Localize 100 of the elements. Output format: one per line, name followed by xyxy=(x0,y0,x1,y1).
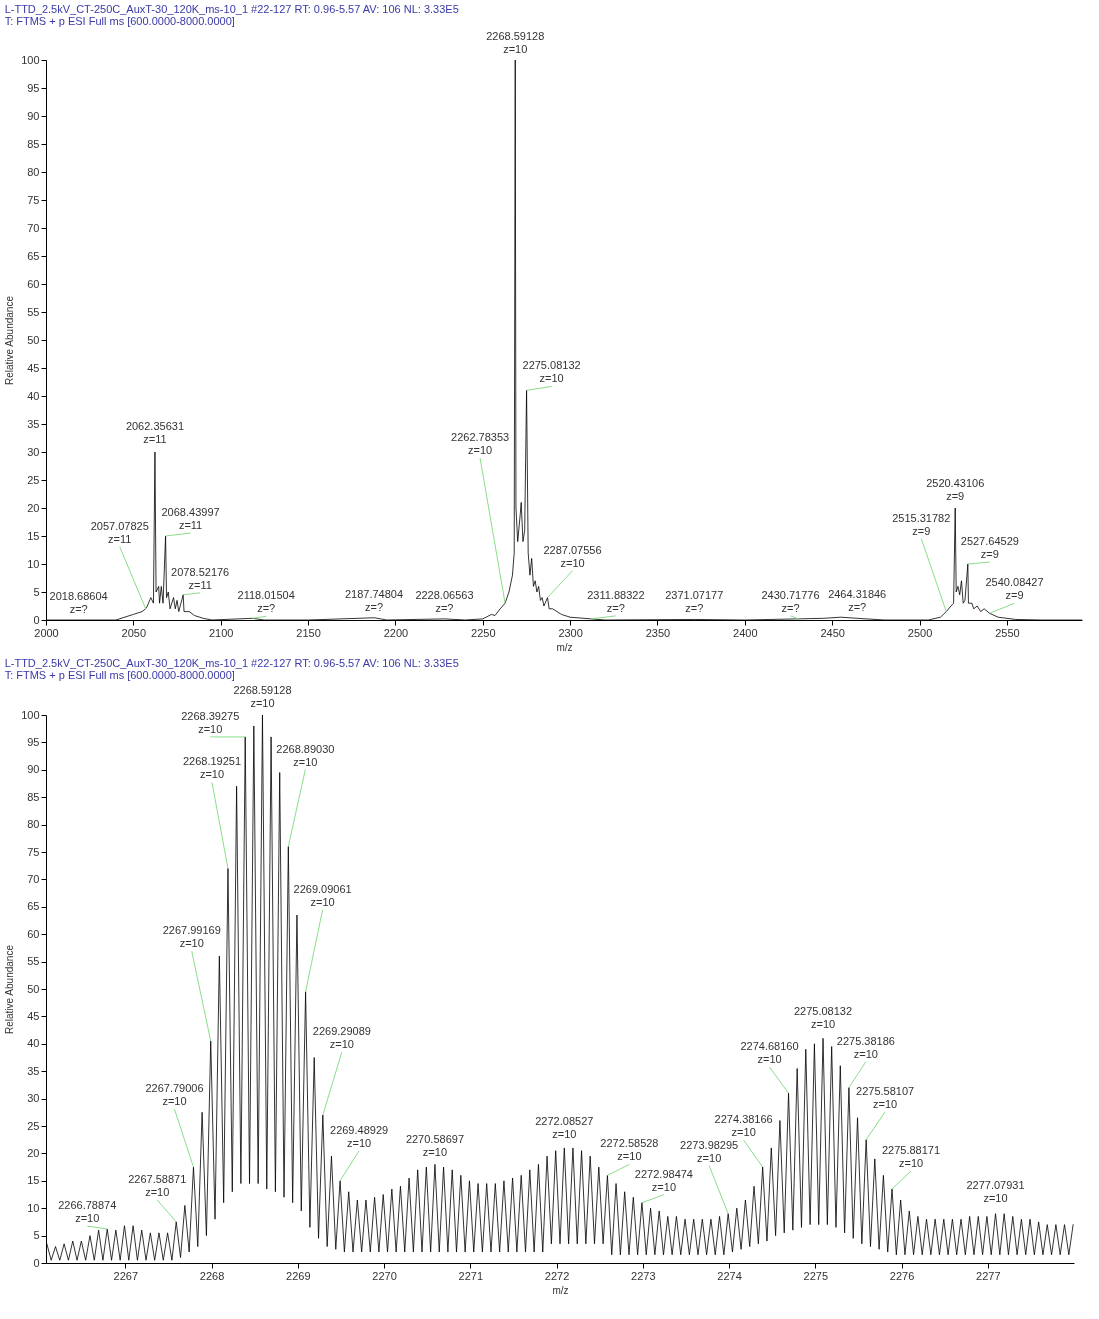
annotation: 2228.06563 z=? xyxy=(415,588,474,614)
y-tick-label: 10 xyxy=(27,557,40,570)
y-tick-label: 60 xyxy=(27,277,40,290)
annotation: 2266.78874 z=10 xyxy=(58,1199,117,1225)
x-tick-label: 2275 xyxy=(803,1269,829,1282)
annotation: 2272.98474 z=10 xyxy=(634,1167,693,1193)
y-tick-label: 35 xyxy=(27,1064,40,1077)
annotation: 2268.19251 z=10 xyxy=(182,755,242,781)
annotation: 2464.31846 z=? xyxy=(828,588,887,614)
annotation: 2268.59128 z=10 xyxy=(233,684,292,709)
annotation: 2268.39275 z=10 xyxy=(181,709,240,735)
annotation: 2269.09061 z=10 xyxy=(293,882,352,908)
annotation: 2275.08132 z=10 xyxy=(793,1005,853,1031)
x-tick-label: 2000 xyxy=(34,626,59,639)
annotation: 2270.58697 z=10 xyxy=(405,1133,465,1159)
annotation: 2068.43997 z=11 xyxy=(161,506,220,531)
y-tick-label: 45 xyxy=(27,361,40,374)
x-tick-label: 2269 xyxy=(286,1269,311,1282)
annotation: 2275.08132 z=10 xyxy=(522,359,581,385)
annotation: 2371.07177 z=? xyxy=(665,589,724,615)
y-tick-label: 85 xyxy=(27,790,40,803)
y-tick-label: 70 xyxy=(27,221,40,234)
y-tick-label: 90 xyxy=(27,763,40,776)
x-tick-label: 2277 xyxy=(976,1269,1001,1282)
y-tick-label: 15 xyxy=(27,529,40,542)
chart-subtitle: T: FTMS + p ESI Full ms [600.0000-8000.0000] xyxy=(4,669,235,681)
x-tick-label: 2273 xyxy=(631,1269,656,1282)
y-tick-label: 20 xyxy=(27,501,40,514)
annotation: 2267.99169 z=10 xyxy=(162,924,221,950)
y-tick-label: 80 xyxy=(27,165,40,178)
annotation: 2430.71776 z=? xyxy=(761,588,820,614)
y-tick-label: 50 xyxy=(27,333,40,346)
x-tick-label: 2550 xyxy=(995,626,1020,639)
y-tick-label: 75 xyxy=(27,845,40,858)
annotation: 2272.08527 z=10 xyxy=(535,1114,594,1140)
annotation: 2515.31782 z=9 xyxy=(892,511,951,537)
y-tick-label: 90 xyxy=(27,109,40,122)
x-axis-title: m/z xyxy=(552,1284,569,1296)
y-tick-label: 85 xyxy=(27,137,40,150)
y-tick-label: 45 xyxy=(27,1009,40,1022)
x-tick-label: 2267 xyxy=(113,1269,139,1282)
annotation: 2311.88322 z=? xyxy=(587,588,645,614)
annotation: 2269.29089 z=10 xyxy=(312,1025,371,1051)
y-tick-label: 60 xyxy=(27,927,40,940)
annotation: 2268.59128 z=10 xyxy=(486,30,545,55)
annotation: 2018.68604 z=? xyxy=(49,590,108,615)
y-axis-title: Relative Abundance xyxy=(4,295,16,385)
annotation: 2267.79006 z=10 xyxy=(145,1082,204,1108)
y-tick-label: 100 xyxy=(21,708,40,721)
chart-subtitle: T: FTMS + p ESI Full ms [600.0000-8000.0000] xyxy=(4,15,235,27)
x-tick-label: 2400 xyxy=(733,626,758,639)
y-tick-label: 55 xyxy=(27,955,40,968)
annotation: 2273.98295 z=10 xyxy=(680,1138,739,1164)
y-tick-label: 75 xyxy=(27,193,40,206)
x-tick-label: 2272 xyxy=(544,1269,570,1282)
x-tick-label: 2450 xyxy=(820,626,845,639)
annotation: 2277.07931 z=10 xyxy=(966,1178,1025,1204)
x-axis-title: m/z xyxy=(556,641,573,653)
x-tick-label: 2500 xyxy=(907,626,933,639)
annotation: 2062.35631 z=11 xyxy=(125,420,185,445)
x-tick-label: 2268 xyxy=(199,1269,225,1282)
x-tick-label: 2150 xyxy=(296,626,321,639)
annotation: 2520.43106 z=9 xyxy=(926,477,985,502)
annotation: 2269.48929 z=10 xyxy=(330,1123,389,1149)
annotation: 2274.68160 z=10 xyxy=(740,1040,799,1066)
annotation: 2118.01504 z=? xyxy=(237,589,295,615)
y-tick-label: 95 xyxy=(27,735,40,748)
y-tick-label: 95 xyxy=(27,81,40,94)
x-tick-label: 2050 xyxy=(121,626,147,639)
x-tick-label: 2270 xyxy=(372,1269,397,1282)
y-tick-label: 40 xyxy=(27,1037,40,1050)
x-tick-label: 2271 xyxy=(458,1269,484,1282)
y-tick-label: 0 xyxy=(33,1256,40,1269)
y-tick-label: 30 xyxy=(27,445,40,458)
y-tick-label: 50 xyxy=(27,982,40,995)
annotation: 2275.38186 z=10 xyxy=(836,1034,895,1060)
x-tick-label: 2350 xyxy=(645,626,671,639)
x-tick-label: 2300 xyxy=(558,626,583,639)
x-tick-label: 2200 xyxy=(383,626,409,639)
chart-title: L-TTD_2.5kV_CT-250C_AuxT-30_120K_ms-10_1 #22-127 RT: 0.96-5.57 AV: 106 NL: 3.33E5 xyxy=(4,3,459,15)
y-tick-label: 20 xyxy=(27,1146,40,1159)
y-tick-label: 10 xyxy=(27,1201,40,1214)
y-tick-label: 25 xyxy=(27,473,40,486)
annotation: 2275.88171 z=10 xyxy=(881,1144,941,1170)
y-tick-label: 100 xyxy=(21,53,40,66)
y-tick-label: 30 xyxy=(27,1092,40,1105)
y-tick-label: 5 xyxy=(33,1229,40,1242)
y-tick-label: 70 xyxy=(27,872,40,885)
annotation: 2272.58528 z=10 xyxy=(600,1137,659,1163)
annotation: 2275.58107 z=10 xyxy=(856,1084,915,1110)
annotation: 2262.78353 z=10 xyxy=(451,431,510,457)
y-axis-title: Relative Abundance xyxy=(4,944,16,1034)
x-tick-label: 2100 xyxy=(208,626,234,639)
y-tick-label: 15 xyxy=(27,1174,40,1187)
annotation: 2540.08427 z=9 xyxy=(985,576,1044,602)
chart-title: L-TTD_2.5kV_CT-250C_AuxT-30_120K_ms-10_1 #22-127 RT: 0.96-5.57 AV: 106 NL: 3.33E5 xyxy=(4,657,459,669)
annotation: 2057.07825 z=11 xyxy=(90,519,149,545)
y-tick-label: 65 xyxy=(27,249,40,262)
annotation: 2287.07556 z=10 xyxy=(543,543,602,569)
annotation: 2274.38166 z=10 xyxy=(714,1113,773,1139)
